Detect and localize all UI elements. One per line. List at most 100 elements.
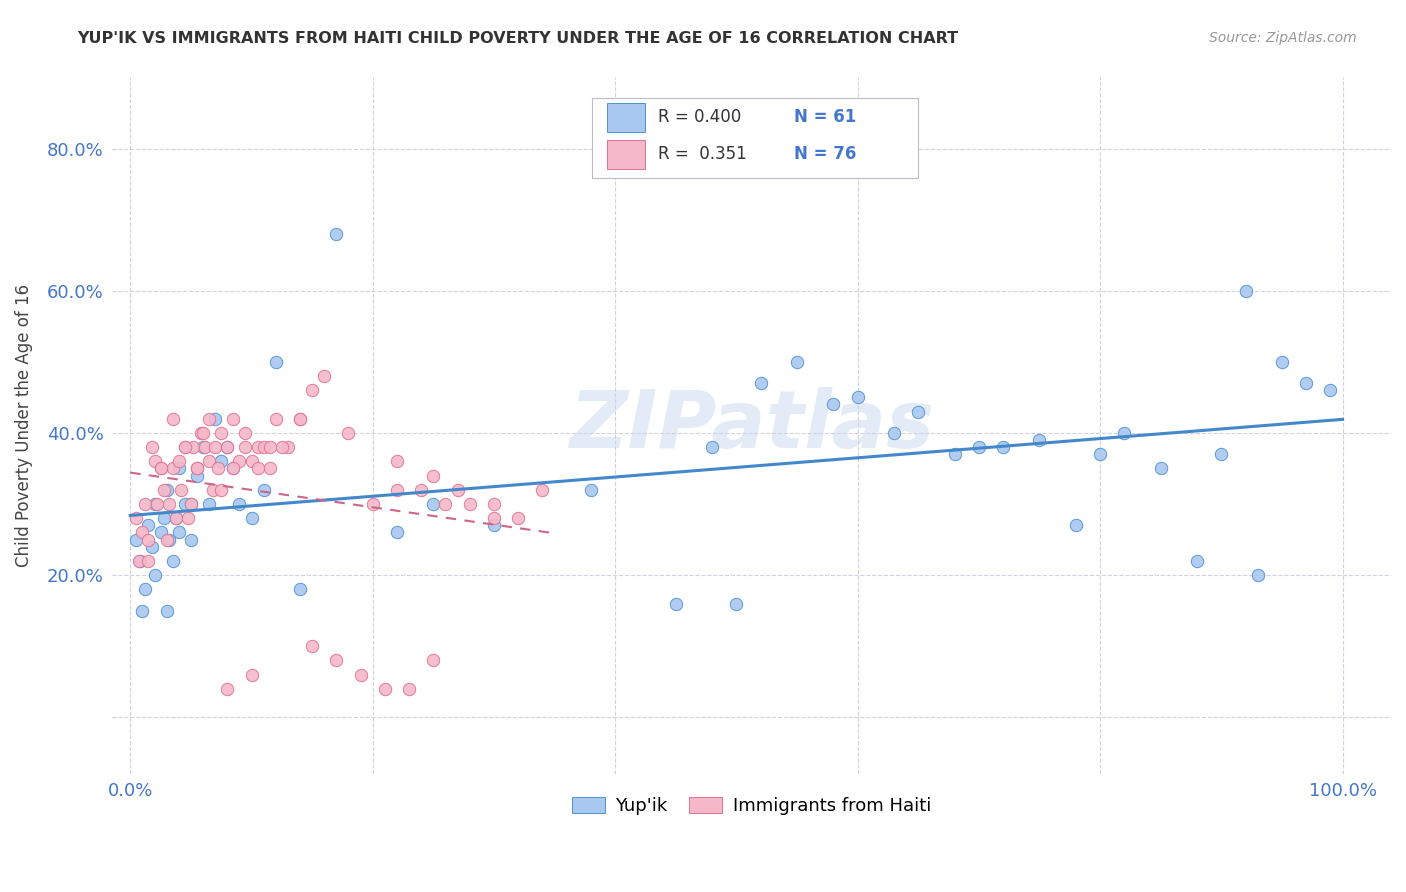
Text: N = 61: N = 61 <box>794 108 856 127</box>
Point <box>162 411 184 425</box>
Point <box>846 390 869 404</box>
Text: N = 76: N = 76 <box>794 145 856 163</box>
Point <box>125 533 148 547</box>
Point <box>235 440 257 454</box>
Point <box>967 440 990 454</box>
Point <box>228 497 250 511</box>
Point <box>579 483 602 497</box>
Text: Source: ZipAtlas.com: Source: ZipAtlas.com <box>1209 31 1357 45</box>
Point <box>180 497 202 511</box>
Bar <box>607 139 645 169</box>
Point <box>1211 447 1233 461</box>
Point <box>138 554 160 568</box>
Point <box>222 461 245 475</box>
Point <box>173 440 195 454</box>
Point <box>198 411 221 425</box>
Text: R =  0.351: R = 0.351 <box>658 145 747 163</box>
Point <box>246 440 269 454</box>
Point <box>1295 376 1317 391</box>
Point <box>385 454 408 468</box>
Point <box>222 411 245 425</box>
Point <box>446 483 468 497</box>
Point <box>170 483 193 497</box>
Point <box>1271 355 1294 369</box>
Point <box>240 454 263 468</box>
Point <box>194 440 217 454</box>
Point <box>398 681 420 696</box>
Point <box>422 653 444 667</box>
Point <box>665 597 688 611</box>
Point <box>1028 433 1050 447</box>
Point <box>240 511 263 525</box>
Point <box>259 461 281 475</box>
Point <box>422 497 444 511</box>
Point <box>149 461 172 475</box>
Point <box>180 533 202 547</box>
Point <box>157 497 180 511</box>
Point <box>702 440 724 454</box>
Point <box>143 497 166 511</box>
Point <box>186 461 208 475</box>
Point <box>141 440 163 454</box>
Point <box>1064 518 1087 533</box>
Point <box>167 461 190 475</box>
Point <box>288 411 311 425</box>
Point <box>222 461 245 475</box>
FancyBboxPatch shape <box>592 98 918 178</box>
Point <box>125 511 148 525</box>
Point <box>186 461 208 475</box>
Point <box>411 483 433 497</box>
Point <box>129 554 152 568</box>
Point <box>146 497 169 511</box>
Point <box>246 461 269 475</box>
Point <box>167 525 190 540</box>
Point <box>180 497 202 511</box>
Point <box>314 369 336 384</box>
Point <box>259 440 281 454</box>
Point <box>264 355 287 369</box>
Point <box>128 554 150 568</box>
Point <box>204 440 226 454</box>
Point <box>191 440 214 454</box>
Point <box>1234 284 1257 298</box>
Point <box>943 447 966 461</box>
Point <box>991 440 1014 454</box>
Point <box>143 454 166 468</box>
Point <box>209 425 232 440</box>
Point <box>228 454 250 468</box>
Point <box>361 497 384 511</box>
Point <box>191 425 214 440</box>
Y-axis label: Child Poverty Under the Age of 16: Child Poverty Under the Age of 16 <box>15 285 32 567</box>
Point <box>253 483 276 497</box>
Point <box>325 653 347 667</box>
Point <box>374 681 396 696</box>
Point <box>725 597 748 611</box>
Point <box>325 227 347 241</box>
Point <box>786 355 808 369</box>
Point <box>531 483 554 497</box>
Point <box>131 604 153 618</box>
Point <box>201 483 224 497</box>
Point <box>288 411 311 425</box>
Point <box>141 540 163 554</box>
Point <box>190 425 212 440</box>
Point <box>134 497 156 511</box>
Point <box>207 461 229 475</box>
Point <box>883 425 905 440</box>
Point <box>209 483 232 497</box>
Point <box>1088 447 1111 461</box>
Point <box>138 518 160 533</box>
Point <box>907 404 929 418</box>
Point <box>162 461 184 475</box>
Point <box>301 383 323 397</box>
Point <box>156 483 179 497</box>
Point <box>264 411 287 425</box>
Legend: Yup'ik, Immigrants from Haiti: Yup'ik, Immigrants from Haiti <box>562 788 941 824</box>
Point <box>749 376 772 391</box>
Point <box>301 639 323 653</box>
Point <box>1114 425 1136 440</box>
Point <box>173 497 195 511</box>
Point <box>422 468 444 483</box>
Point <box>349 667 371 681</box>
Point <box>153 511 176 525</box>
